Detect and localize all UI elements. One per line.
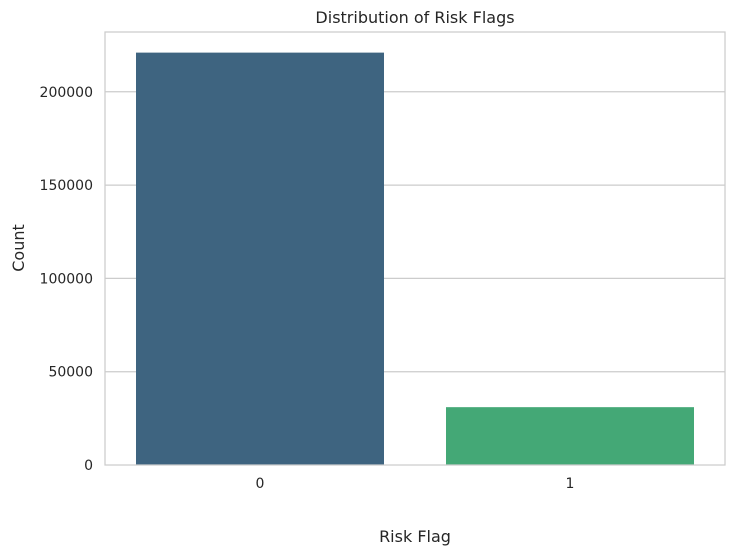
x-axis-label: Risk Flag bbox=[379, 527, 451, 546]
bar-1 bbox=[446, 407, 694, 465]
bar-0 bbox=[136, 52, 384, 465]
y-tick-label: 200000 bbox=[40, 85, 93, 101]
y-tick-label: 0 bbox=[84, 458, 93, 474]
y-tick-label: 150000 bbox=[40, 178, 93, 194]
y-tick-labels: 0 50000 100000 150000 200000 bbox=[40, 85, 93, 474]
y-tick-label: 100000 bbox=[40, 271, 93, 287]
chart-title: Distribution of Risk Flags bbox=[315, 8, 514, 27]
plot-frame bbox=[104, 31, 726, 466]
x-tick-label: 0 bbox=[256, 476, 265, 492]
x-tick-label: 1 bbox=[566, 476, 575, 492]
bars bbox=[136, 52, 694, 465]
y-axis-label: Count bbox=[9, 224, 28, 272]
y-tick-label: 50000 bbox=[48, 365, 93, 381]
